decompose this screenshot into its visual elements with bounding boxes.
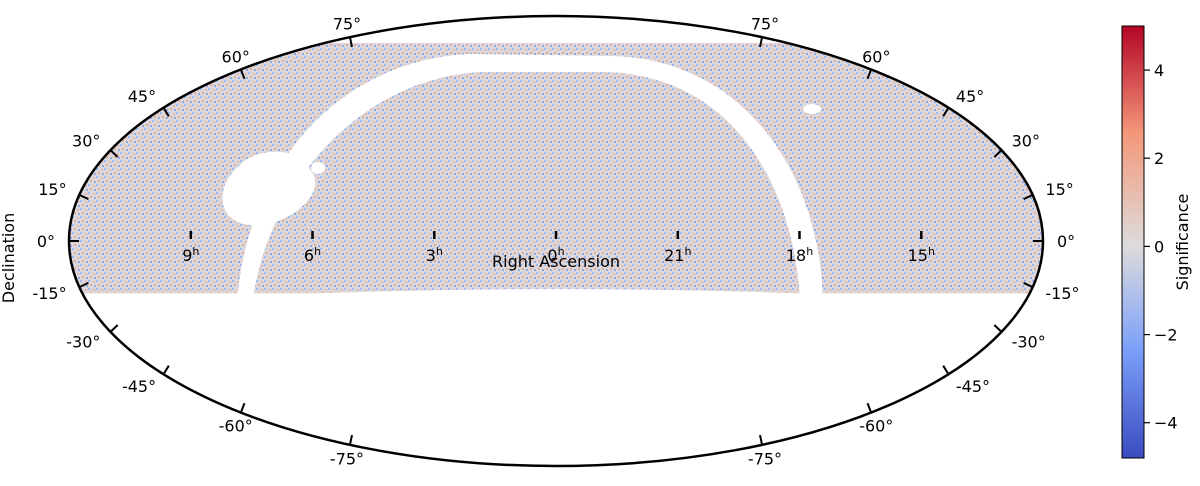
dec-tick-mark bbox=[993, 149, 1003, 158]
dec-tick-label: 45° bbox=[128, 87, 156, 106]
dec-tick-label: -60° bbox=[859, 417, 893, 436]
dec-tick-label: 75° bbox=[333, 15, 361, 34]
dec-tick-mark bbox=[866, 402, 873, 413]
colorbar: 4 2 0 −2 −4 Significance bbox=[1121, 25, 1192, 459]
dec-tick-label: 45° bbox=[956, 87, 984, 106]
right-ascension-ticks: 9h 6h 3h 0h 21h 18h 15h bbox=[182, 231, 935, 265]
declination-ticks: 75° 75° 60° 60° 45° 45° 30° 30° 15° 15° 0° 0° -15° -1… bbox=[32, 15, 1079, 469]
dec-tick-label: 0° bbox=[1057, 232, 1075, 251]
dec-tick-mark bbox=[239, 69, 246, 80]
colorbar-tick-label: −4 bbox=[1154, 414, 1178, 433]
dec-tick-label: -75° bbox=[330, 450, 364, 469]
x-axis-label: Right Ascension bbox=[492, 252, 620, 271]
dec-tick-mark bbox=[759, 434, 764, 446]
dec-tick-mark bbox=[759, 36, 764, 48]
dec-tick-label: -30° bbox=[1012, 333, 1046, 352]
dec-tick-mark bbox=[78, 281, 89, 289]
colorbar-tick-label: 2 bbox=[1154, 149, 1164, 168]
dec-tick-label: 15° bbox=[1045, 180, 1073, 199]
ra-tick-label: 15h bbox=[908, 245, 935, 265]
ra-tick-label: 3h bbox=[426, 245, 443, 265]
ra-tick-label: 9h bbox=[182, 245, 199, 265]
colorbar-tick-label: 0 bbox=[1154, 237, 1164, 256]
dec-tick-mark bbox=[239, 402, 246, 413]
dec-tick-mark bbox=[993, 324, 1003, 333]
dec-tick-label: 30° bbox=[72, 131, 100, 150]
dec-tick-label: -30° bbox=[66, 333, 100, 352]
dec-tick-label: 75° bbox=[751, 15, 779, 34]
dec-tick-mark bbox=[1023, 281, 1034, 289]
dec-tick-label: -15° bbox=[1045, 284, 1079, 303]
dec-tick-label: -45° bbox=[122, 377, 156, 396]
ra-tick-label: 6h bbox=[304, 245, 321, 265]
sky-coverage-band bbox=[69, 43, 1043, 294]
colorbar-tick-label: 4 bbox=[1154, 61, 1164, 80]
dec-tick-mark bbox=[109, 324, 119, 333]
dec-tick-mark bbox=[109, 149, 119, 158]
ra-tick-label: 0h bbox=[547, 245, 564, 265]
dec-tick-mark bbox=[162, 107, 170, 117]
lower-mask bbox=[69, 289, 1043, 466]
dec-tick-mark bbox=[162, 365, 170, 375]
dec-tick-mark bbox=[78, 193, 89, 201]
ra-tick-label: 18h bbox=[786, 245, 813, 265]
dec-tick-mark bbox=[942, 107, 950, 117]
dec-tick-label: 30° bbox=[1012, 131, 1040, 150]
dec-tick-label: 15° bbox=[38, 180, 66, 199]
dec-tick-mark bbox=[866, 69, 873, 80]
dec-tick-mark bbox=[942, 365, 950, 375]
dec-tick-label: 0° bbox=[37, 232, 55, 251]
colorbar-label: Significance bbox=[1173, 194, 1192, 291]
dec-tick-label: -15° bbox=[32, 284, 66, 303]
source-mask-large bbox=[222, 151, 316, 226]
source-mask-small bbox=[311, 162, 325, 174]
dec-tick-label: -60° bbox=[219, 417, 253, 436]
dec-tick-mark bbox=[1023, 193, 1034, 201]
colorbar-tick-label: −2 bbox=[1154, 326, 1178, 345]
y-axis-label: Declination bbox=[0, 213, 18, 303]
dec-tick-label: 60° bbox=[222, 47, 250, 66]
source-mask-right bbox=[803, 104, 821, 114]
dec-tick-mark bbox=[348, 434, 353, 446]
colorbar-gradient bbox=[1121, 25, 1145, 459]
dec-tick-label: -45° bbox=[956, 377, 990, 396]
dec-tick-label: 60° bbox=[862, 47, 890, 66]
colorbar-ticks: 4 2 0 −2 −4 bbox=[1144, 61, 1178, 433]
dec-tick-mark bbox=[348, 36, 353, 48]
dec-tick-label: -75° bbox=[748, 450, 782, 469]
ra-tick-label: 21h bbox=[664, 245, 691, 265]
